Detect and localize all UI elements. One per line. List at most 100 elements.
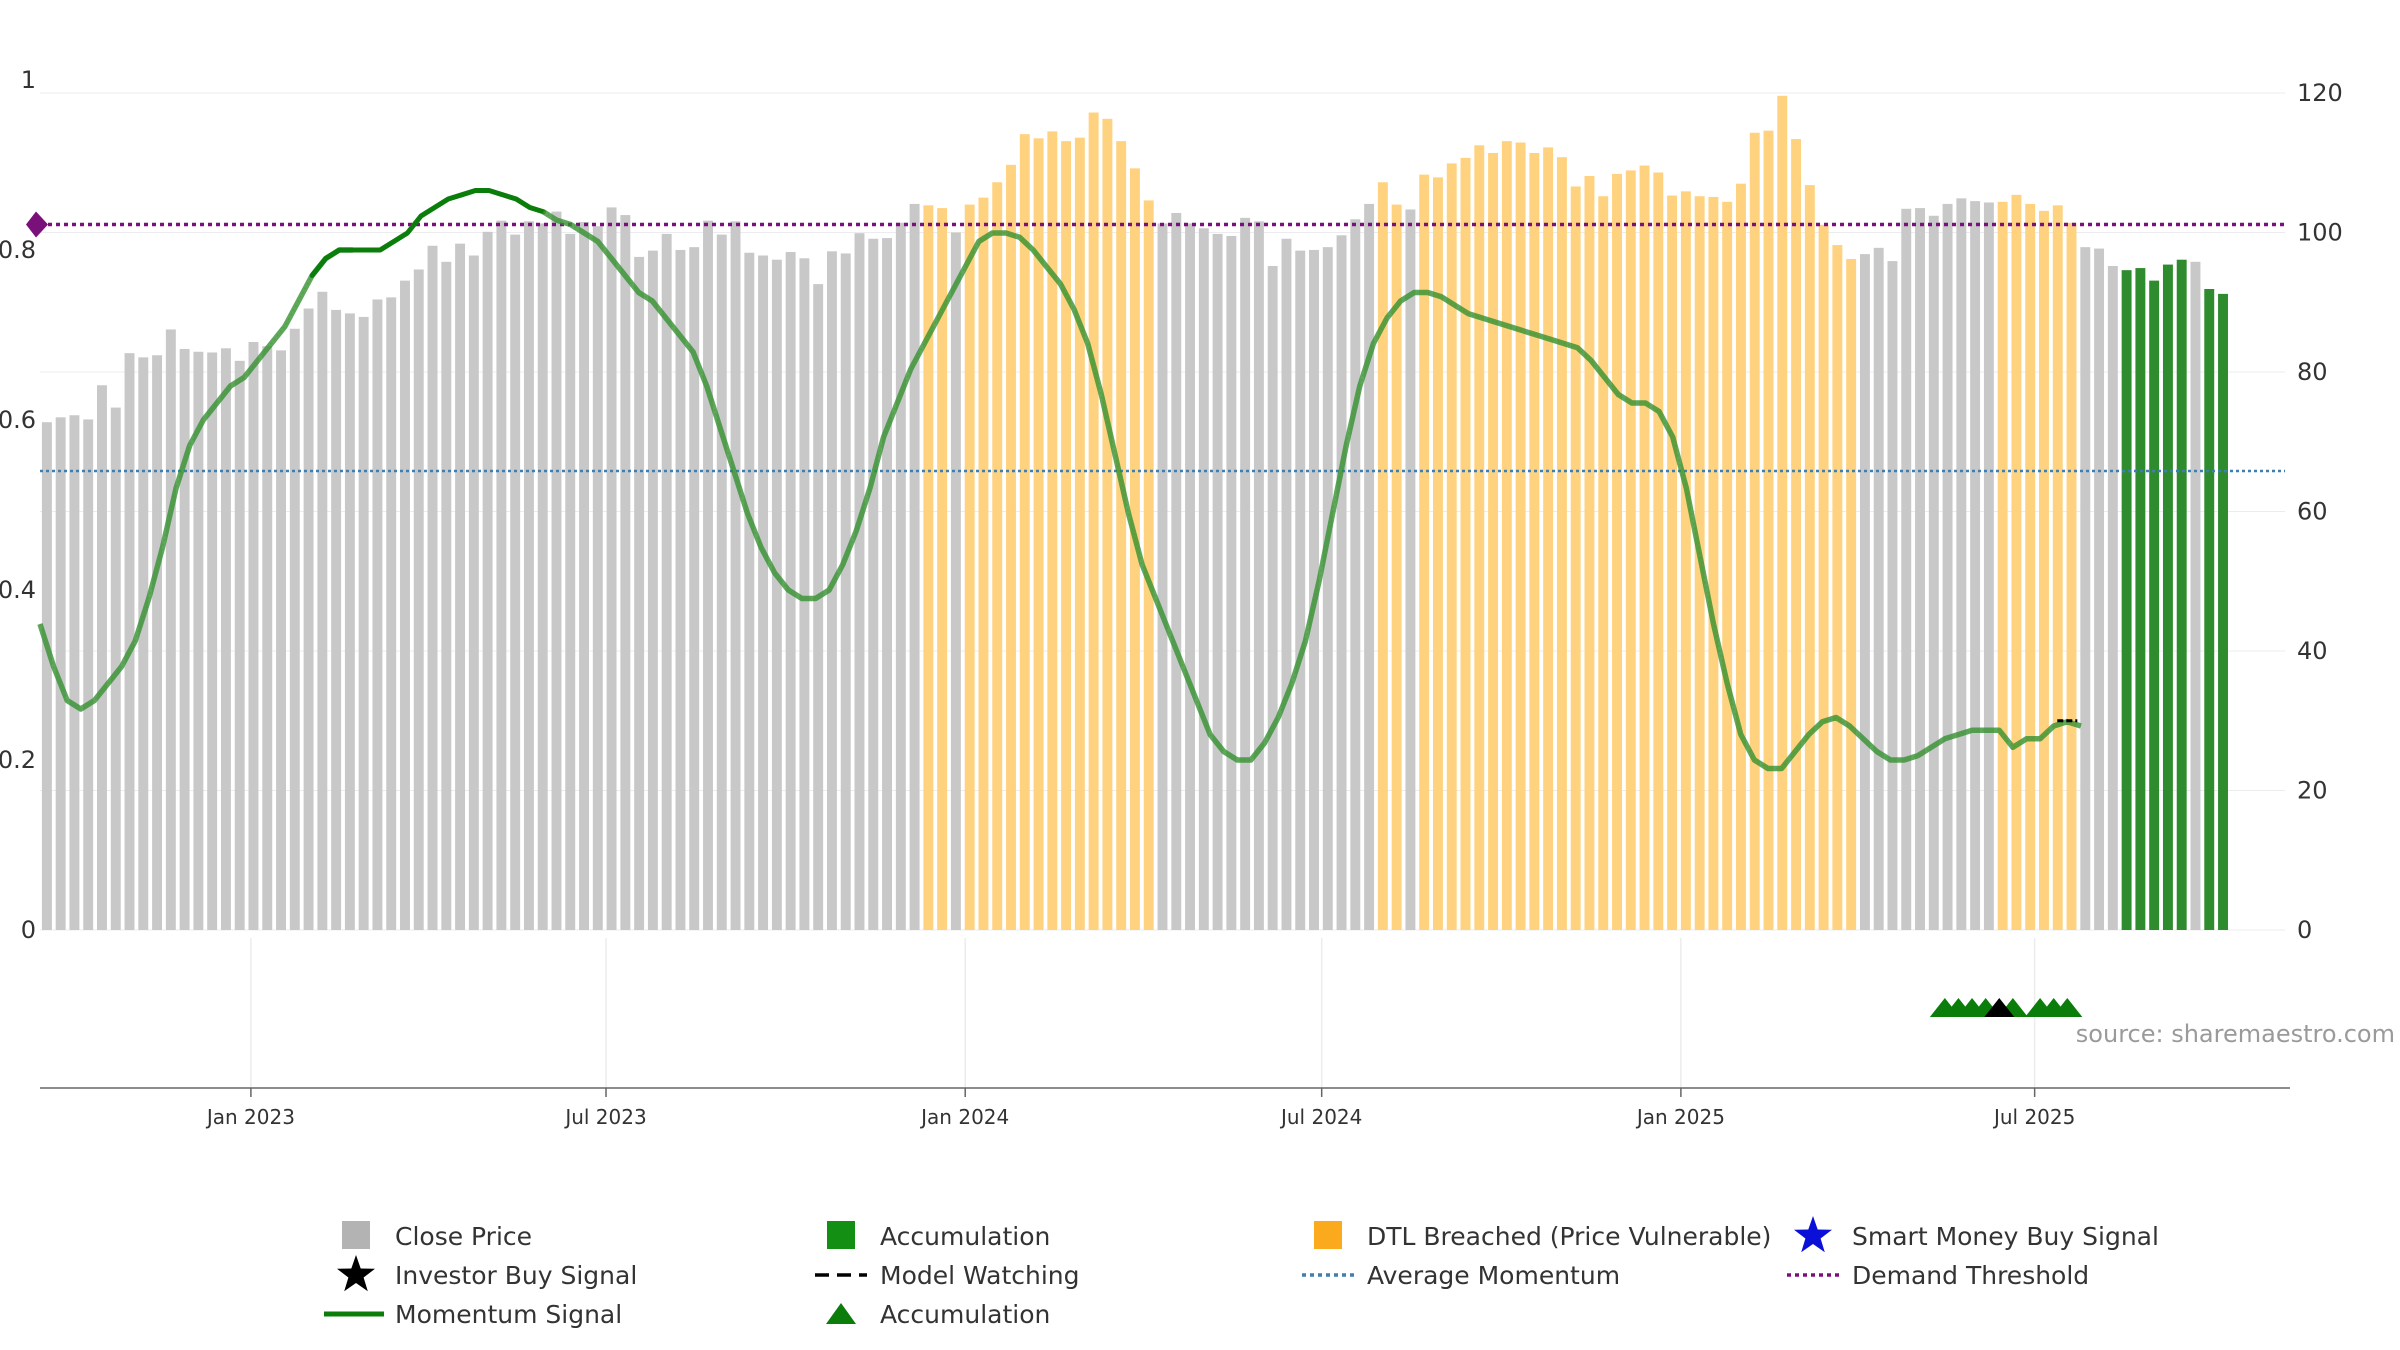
left-y-tick-label: 0.2 (0, 746, 36, 774)
legend-item: Demand Threshold (1787, 1261, 2089, 1290)
bar-orange (1047, 131, 1057, 930)
left-y-tick-label: 0.8 (0, 236, 36, 264)
legend-item: Accumulation (826, 1300, 1050, 1329)
legend-label: DTL Breached (Price Vulnerable) (1367, 1222, 1771, 1251)
bar-orange (1543, 147, 1553, 930)
legend-item: Smart Money Buy Signal (1794, 1216, 2159, 1252)
legend-triangle-icon (826, 1303, 856, 1324)
bar-green (2163, 265, 2173, 930)
bar-gray (1185, 223, 1195, 930)
bar-gray (1213, 234, 1223, 930)
close-price-bars (42, 96, 2228, 930)
legend-item: DTL Breached (Price Vulnerable) (1314, 1221, 1771, 1251)
bar-gray (1295, 251, 1305, 930)
bar-orange (1805, 185, 1815, 930)
bar-gray (152, 355, 162, 930)
bar-orange (1681, 191, 1691, 930)
bar-orange (978, 198, 988, 930)
bar-gray (675, 250, 685, 930)
bar-gray (1337, 235, 1347, 930)
momentum-chart: Jan 2023 Jul 2023 Jan 2024 Jul 2024 Jan 2025… (0, 0, 2400, 1350)
bar-gray (662, 234, 672, 930)
bar-orange (1998, 202, 2008, 930)
bar-gray (868, 239, 878, 930)
bar-gray (1860, 254, 1870, 930)
bar-gray (1254, 221, 1264, 930)
bar-gray (276, 350, 286, 930)
bar-orange (1089, 113, 1099, 930)
bar-gray (882, 238, 892, 930)
bar-orange (1557, 157, 1567, 930)
legend-item: Average Momentum (1302, 1261, 1620, 1290)
bar-gray (648, 251, 658, 930)
bar-gray (2191, 262, 2201, 930)
bar-gray (2094, 249, 2104, 930)
legend-label: Demand Threshold (1852, 1261, 2089, 1290)
bar-gray (510, 235, 520, 930)
bar-gray (1984, 203, 1994, 930)
bar-orange (1640, 166, 1650, 930)
bar-gray (910, 204, 920, 930)
bar-gray (552, 212, 562, 930)
bar-orange (1075, 138, 1085, 930)
bar-gray (69, 415, 79, 930)
x-tick-label: Jan 2023 (205, 1105, 295, 1129)
source-label: source: sharemaestro.com (2076, 1020, 2395, 1048)
bar-orange (2011, 195, 2021, 930)
bar-gray (1929, 216, 1939, 930)
bar-gray (744, 253, 754, 930)
legend-label: Accumulation (880, 1222, 1050, 1251)
bar-gray (331, 310, 341, 930)
legend-label: Accumulation (880, 1300, 1050, 1329)
right-y-tick-label: 80 (2297, 358, 2328, 386)
legend-label: Close Price (395, 1222, 532, 1251)
bar-gray (1323, 247, 1333, 930)
bar-gray (634, 257, 644, 930)
bar-orange (1447, 163, 1457, 930)
bar-orange (1791, 139, 1801, 930)
bar-gray (855, 233, 865, 930)
bar-gray (2108, 266, 2118, 930)
bar-gray (951, 233, 961, 931)
bar-orange (2039, 211, 2049, 930)
bar-gray (1970, 201, 1980, 930)
bar-gray (372, 299, 382, 930)
legend-item: Investor Buy Signal (337, 1255, 637, 1291)
right-y-tick-label: 60 (2297, 498, 2328, 526)
bar-gray (731, 221, 741, 930)
bar-gray (538, 223, 548, 930)
left-y-tick-label: 1 (21, 66, 36, 94)
legend-swatch (827, 1221, 855, 1249)
bar-orange (1585, 176, 1595, 930)
bar-green (2135, 268, 2145, 930)
bar-gray (441, 262, 451, 930)
left-y-tick-label: 0.4 (0, 576, 36, 604)
bar-gray (1915, 208, 1925, 930)
bar-gray (400, 281, 410, 930)
bar-gray (1226, 236, 1236, 930)
bar-gray (414, 269, 424, 930)
bar-orange (1378, 182, 1388, 930)
right-y-tick-label: 20 (2297, 777, 2328, 805)
x-tick-label: Jan 2024 (919, 1105, 1009, 1129)
bar-orange (1777, 96, 1787, 930)
bar-gray (703, 221, 713, 930)
bar-orange (1502, 141, 1512, 930)
bar-gray (1281, 239, 1291, 930)
bar-gray (1364, 204, 1374, 930)
legend-star-icon (1794, 1216, 1832, 1252)
bar-orange (1598, 196, 1608, 930)
bar-gray (1943, 204, 1953, 930)
bar-orange (992, 182, 1002, 930)
legend-label: Model Watching (880, 1261, 1080, 1290)
bar-green (2218, 294, 2228, 930)
demand-threshold-marker (26, 212, 48, 238)
bar-orange (1516, 143, 1526, 930)
bar-gray (620, 215, 630, 930)
bar-orange (1653, 173, 1663, 930)
bar-gray (1888, 261, 1898, 930)
bar-gray (1199, 228, 1209, 930)
bar-gray (2080, 247, 2090, 930)
bar-gray (455, 244, 465, 930)
bar-orange (2067, 223, 2077, 930)
